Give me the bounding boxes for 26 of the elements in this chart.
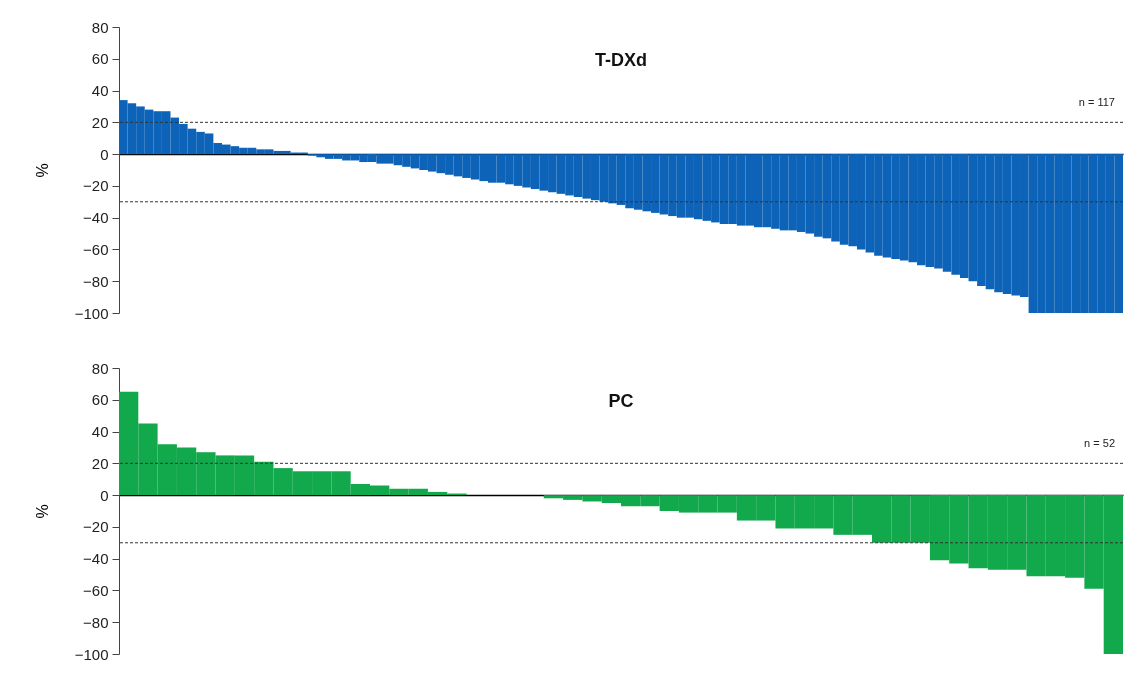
annotation: n = 52 — [1084, 437, 1115, 450]
y-tick-label: −20 — [83, 177, 109, 195]
y-tick-label: 40 — [91, 82, 109, 100]
y-tick-label: 60 — [91, 391, 109, 409]
y-tick-label: 60 — [91, 50, 109, 68]
y-tick-label: −100 — [74, 304, 109, 322]
y-tick-label: −40 — [83, 209, 109, 227]
annotation: n = 117 — [1078, 96, 1115, 109]
y-tick-label: −80 — [83, 613, 109, 631]
y-tick-label: 0 — [100, 145, 109, 163]
y-tick-label: −20 — [83, 518, 109, 536]
y-axis-title: % — [33, 163, 51, 178]
y-tick-label: −60 — [83, 581, 109, 599]
y-axis-title: % — [33, 504, 51, 519]
y-tick-label: −60 — [83, 240, 109, 258]
y-tick-label: 20 — [91, 113, 109, 131]
y-tick-label: 40 — [91, 423, 109, 441]
text: PC — [608, 391, 634, 411]
y-tick-label: −100 — [74, 645, 109, 663]
y-tick-label: 20 — [91, 454, 109, 472]
y-tick-label: 80 — [91, 359, 109, 377]
y-tick-label: −40 — [83, 550, 109, 568]
text: T-DXd — [595, 50, 647, 70]
y-tick-label: −80 — [83, 272, 109, 290]
y-tick-label: 0 — [100, 486, 109, 504]
y-tick-label: 80 — [91, 18, 109, 36]
